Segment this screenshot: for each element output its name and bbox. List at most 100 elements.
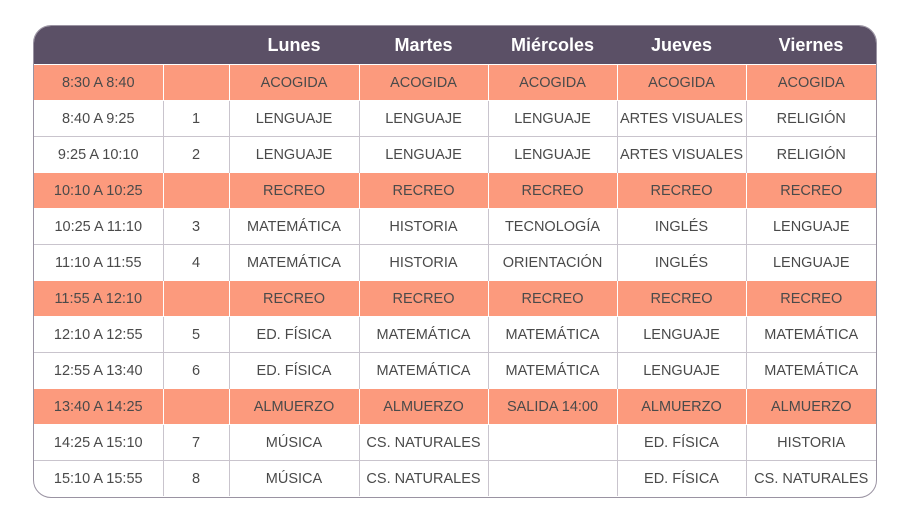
subject-cell: ACOGIDA [487,64,617,101]
header-day-miercoles: Miércoles [488,26,617,65]
period-number-cell: 3 [162,208,229,245]
time-cell: 13:40 A 14:25 [34,388,163,425]
subject-cell: ED. FÍSICA [616,424,746,461]
table-row: 12:10 A 12:55 5 ED. FÍSICA MATEMÁTICA MATEMÁ… [34,316,876,353]
subject-cell: RECREO [228,172,359,209]
subject-cell: LENGUAJE [487,100,617,137]
header-day-jueves: Jueves [617,26,746,65]
time-cell: 8:40 A 9:25 [34,100,163,137]
subject-cell: ACOGIDA [228,64,359,101]
schedule-table: Lunes Martes Miércoles Jueves Viernes 8:… [34,26,876,496]
subject-cell: RECREO [616,280,746,317]
subject-cell: LENGUAJE [228,136,359,173]
period-number-cell: 1 [162,100,229,137]
subject-cell: CS. NATURALES [745,460,876,496]
subject-cell: LENGUAJE [745,208,876,245]
header-time-cell [34,26,163,65]
subject-cell: INGLÉS [616,208,746,245]
time-cell: 12:10 A 12:55 [34,316,163,353]
time-cell: 9:25 A 10:10 [34,136,163,173]
time-cell: 12:55 A 13:40 [34,352,163,389]
period-number-cell: 7 [162,424,229,461]
subject-cell: LENGUAJE [358,100,488,137]
subject-cell: MATEMÁTICA [358,352,488,389]
period-number-cell: 2 [162,136,229,173]
table-row-break: 8:30 A 8:40 ACOGIDA ACOGIDA ACOGIDA ACOGIDA A… [34,64,876,101]
period-number-cell [162,280,229,317]
time-cell: 11:55 A 12:10 [34,280,163,317]
time-cell: 15:10 A 15:55 [34,460,163,496]
period-number-cell: 6 [162,352,229,389]
subject-cell: HISTORIA [358,208,488,245]
subject-cell: LENGUAJE [745,244,876,281]
header-day-lunes: Lunes [229,26,359,65]
subject-cell: MÚSICA [228,424,359,461]
header-day-martes: Martes [359,26,488,65]
subject-cell: ED. FÍSICA [616,460,746,496]
header-day-viernes: Viernes [746,26,876,65]
subject-cell: RECREO [616,172,746,209]
header-period-cell [163,26,229,65]
subject-cell: ARTES VISUALES [616,100,746,137]
subject-cell: RECREO [745,280,876,317]
table-row-break: 10:10 A 10:25 RECREO RECREO RECREO RECREO REC… [34,172,876,209]
table-row: 9:25 A 10:10 2 LENGUAJE LENGUAJE LENGUAJE ART… [34,136,876,173]
subject-cell: MATEMÁTICA [487,352,617,389]
header-row: Lunes Martes Miércoles Jueves Viernes [34,26,876,65]
table-row: 15:10 A 15:55 8 MÚSICA CS. NATURALES ED. FÍS… [34,460,876,496]
time-cell: 10:25 A 11:10 [34,208,163,245]
subject-cell: LENGUAJE [228,100,359,137]
time-cell: 8:30 A 8:40 [34,64,163,101]
period-number-cell: 4 [162,244,229,281]
subject-cell [487,460,617,496]
subject-cell: ACOGIDA [358,64,488,101]
table-row: 8:40 A 9:25 1 LENGUAJE LENGUAJE LENGUAJE ARTE… [34,100,876,137]
subject-cell: HISTORIA [745,424,876,461]
time-cell: 14:25 A 15:10 [34,424,163,461]
subject-cell: TECNOLOGÍA [487,208,617,245]
table-row: 10:25 A 11:10 3 MATEMÁTICA HISTORIA TECNOLOG… [34,208,876,245]
table-row-break: 11:55 A 12:10 RECREO RECREO RECREO RECREO REC… [34,280,876,317]
subject-cell: RECREO [487,172,617,209]
subject-cell: SALIDA 14:00 [487,388,617,425]
table-row: 11:10 A 11:55 4 MATEMÁTICA HISTORIA ORIENTAC… [34,244,876,281]
subject-cell: CS. NATURALES [358,460,488,496]
period-number-cell: 5 [162,316,229,353]
subject-cell: CS. NATURALES [358,424,488,461]
time-cell: 11:10 A 11:55 [34,244,163,281]
subject-cell: ACOGIDA [616,64,746,101]
subject-cell: MÚSICA [228,460,359,496]
period-number-cell [162,172,229,209]
subject-cell: ALMUERZO [745,388,876,425]
subject-cell: ALMUERZO [228,388,359,425]
subject-cell: LENGUAJE [487,136,617,173]
subject-cell: ORIENTACIÓN [487,244,617,281]
subject-cell: MATEMÁTICA [745,316,876,353]
subject-cell: LENGUAJE [616,316,746,353]
subject-cell: ALMUERZO [616,388,746,425]
subject-cell: MATEMÁTICA [228,208,359,245]
subject-cell: RECREO [745,172,876,209]
subject-cell: HISTORIA [358,244,488,281]
subject-cell: RELIGIÓN [745,136,876,173]
period-number-cell [162,388,229,425]
subject-cell: ED. FÍSICA [228,316,359,353]
subject-cell: RECREO [487,280,617,317]
subject-cell: RECREO [358,280,488,317]
subject-cell: INGLÉS [616,244,746,281]
subject-cell [487,424,617,461]
subject-cell: ACOGIDA [745,64,876,101]
schedule-body: 8:30 A 8:40 ACOGIDA ACOGIDA ACOGIDA ACOGIDA A… [34,64,876,496]
subject-cell: LENGUAJE [616,352,746,389]
subject-cell: RECREO [228,280,359,317]
table-row-break: 13:40 A 14:25 ALMUERZO ALMUERZO SALIDA 14:0… [34,388,876,425]
subject-cell: LENGUAJE [358,136,488,173]
subject-cell: MATEMÁTICA [358,316,488,353]
subject-cell: RELIGIÓN [745,100,876,137]
schedule-table-container: Lunes Martes Miércoles Jueves Viernes 8:… [33,25,877,498]
period-number-cell: 8 [162,460,229,496]
subject-cell: MATEMÁTICA [745,352,876,389]
period-number-cell [162,64,229,101]
subject-cell: MATEMÁTICA [487,316,617,353]
subject-cell: RECREO [358,172,488,209]
